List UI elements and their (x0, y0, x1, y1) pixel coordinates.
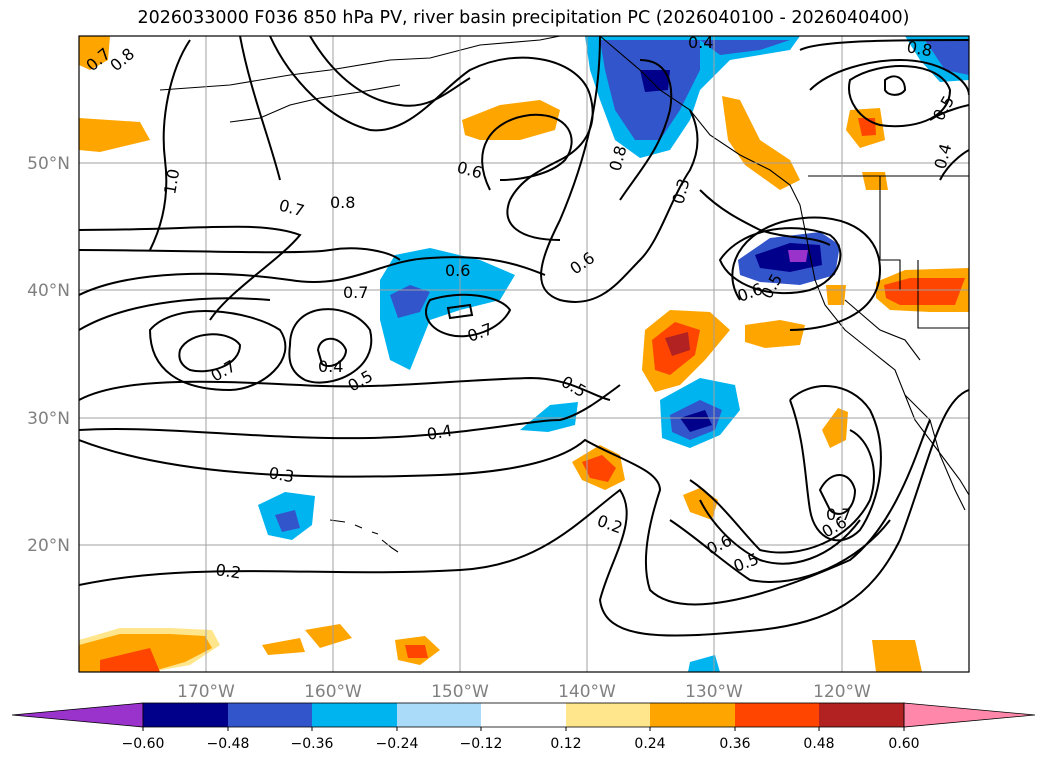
lon-tick-label: 130°W (685, 682, 743, 702)
colorbar-bin (650, 703, 735, 727)
lon-tick-label: 120°W (813, 682, 871, 702)
colorbar: −0.60 −0.48 −0.36 −0.24 −0.12 0.12 0.24 … (11, 702, 1036, 752)
colorbar-tick-label: −0.60 (122, 736, 165, 752)
lat-axis-labels: 50°N 40°N 30°N 20°N (27, 154, 70, 556)
map-area: 0.7 0.8 0.8 1.0 0.7 0.8 0.6 0.6 0.7 0.7 … (79, 33, 969, 672)
contour-label: 0.4 (425, 421, 453, 444)
colorbar-tick-label: −0.12 (460, 736, 503, 752)
colorbar-bin (143, 703, 228, 727)
colorbar-bin (735, 703, 819, 727)
colorbar-tick-label: 0.60 (888, 736, 919, 752)
lon-axis-labels: 170°W 160°W 150°W 140°W 130°W 120°W (177, 682, 871, 702)
colorbar-tick-label: −0.36 (291, 736, 334, 752)
contour-label: 0.7 (826, 505, 851, 524)
lat-tick-label: 20°N (27, 536, 70, 556)
colorbar-tick-label: −0.48 (207, 736, 250, 752)
colorbar-bin (566, 703, 650, 727)
lat-tick-label: 40°N (27, 281, 70, 301)
contour-label: 0.4 (688, 33, 713, 52)
colorbar-bin (228, 703, 312, 727)
lon-tick-label: 170°W (177, 682, 235, 702)
colorbar-bin (397, 703, 481, 727)
pv-contour-1.0 (149, 39, 191, 251)
lon-tick-label: 150°W (431, 682, 489, 702)
contour-label: 0.3 (267, 463, 295, 486)
lon-tick-label: 140°W (558, 682, 616, 702)
map-frame (78, 35, 970, 673)
colorbar-bin (312, 703, 397, 727)
colorbar-tick-label: −0.24 (376, 736, 419, 752)
map-title: 2026033000 F036 850 hPa PV, river basin … (137, 8, 910, 28)
colorbar-extend-high (903, 702, 1036, 728)
contour-label: 0.2 (214, 560, 242, 582)
colorbar-tick-label: 0.12 (550, 736, 581, 752)
colorbar-tick-label: 0.24 (634, 736, 665, 752)
pv-contour-0.2 (79, 389, 969, 637)
colorbar-tick-label: 0.36 (719, 736, 750, 752)
pv-contour-0.3 (79, 419, 931, 606)
pv-contour-0.7 (79, 256, 546, 296)
contour-label: 0.8 (905, 37, 933, 60)
coastline-baja (904, 394, 966, 511)
lon-tick-label: 160°W (304, 682, 362, 702)
pv-contours (79, 36, 969, 637)
colorbar-extend-low (11, 702, 144, 728)
precip-shading (79, 36, 969, 672)
graticule (79, 36, 969, 672)
pv-contour-0.5 (79, 376, 611, 401)
contour-label: 0.8 (330, 193, 355, 212)
pv-contour-0.4 (79, 384, 621, 440)
contour-label: 0.7 (343, 283, 368, 302)
contour-label: 0.4 (318, 357, 343, 376)
contour-label: 0.6 (445, 261, 470, 280)
contour-label: 1.0 (160, 167, 183, 195)
colorbar-bin (819, 703, 904, 727)
colorbar-bin (481, 703, 566, 727)
lat-tick-label: 30°N (27, 409, 70, 429)
lat-tick-label: 50°N (27, 154, 70, 174)
colorbar-tick-label: 0.48 (803, 736, 834, 752)
